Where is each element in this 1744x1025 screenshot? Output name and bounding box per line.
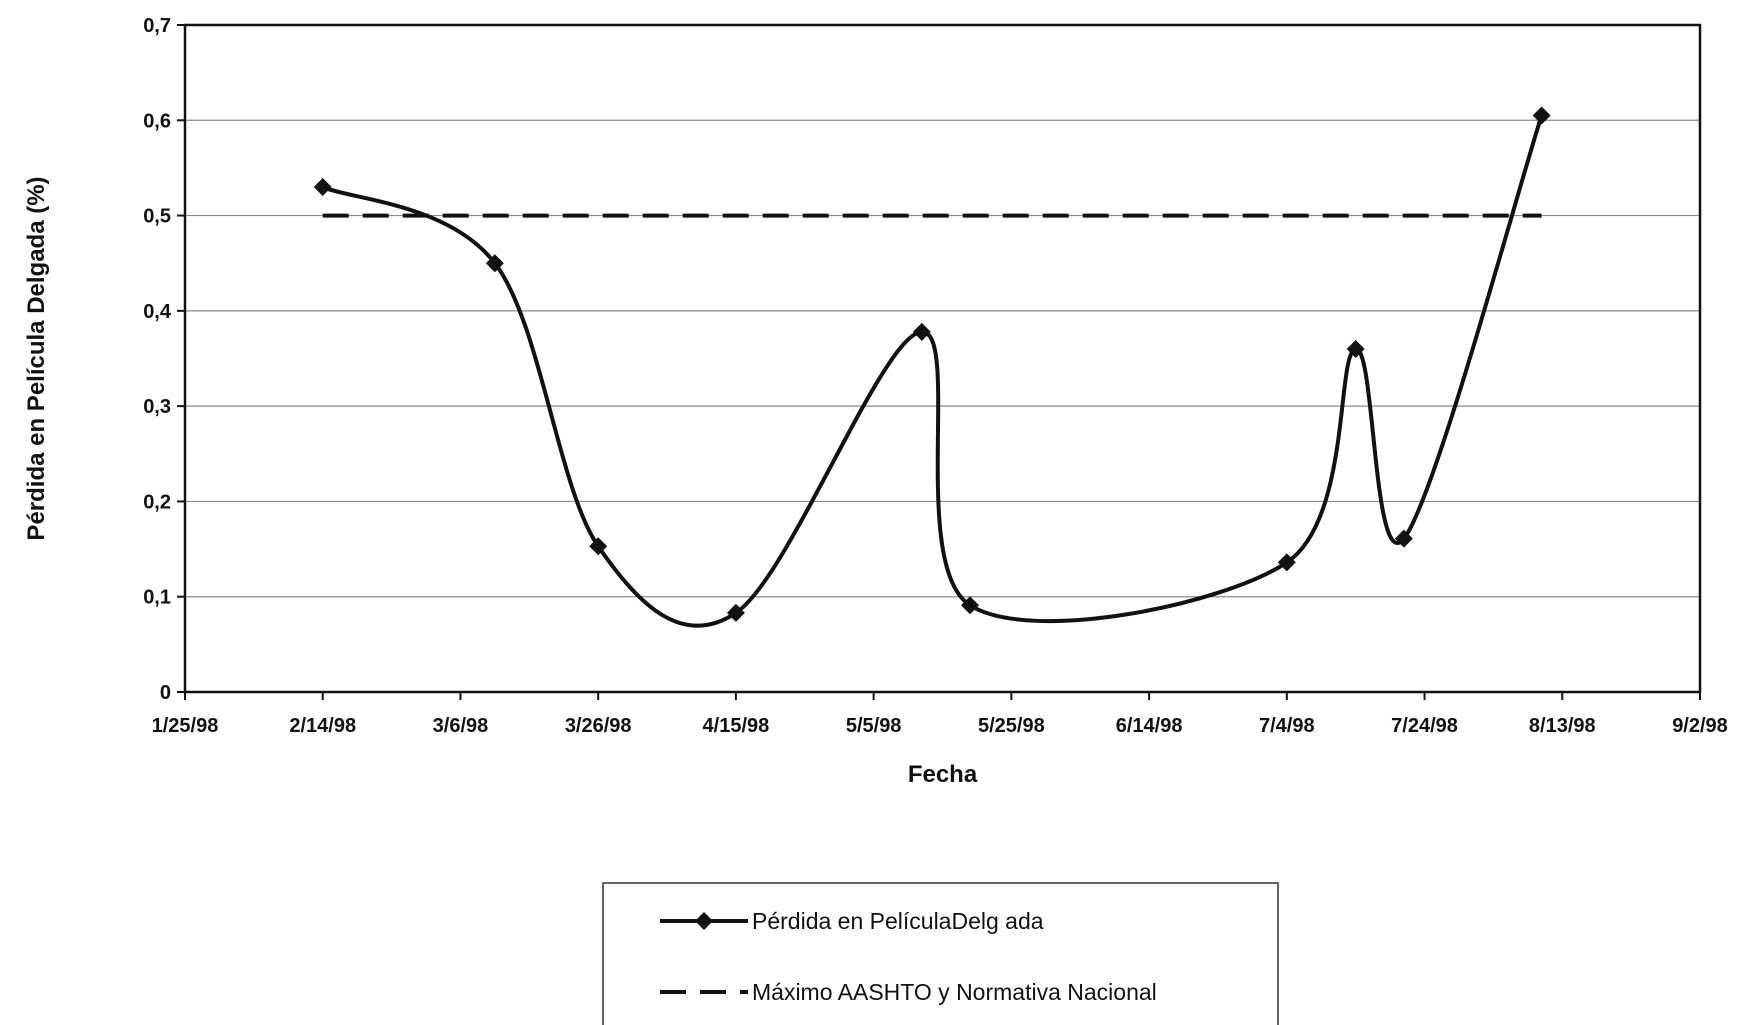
x-tick-label: 5/5/98 [846, 715, 902, 737]
series-line-loss [321, 114, 1544, 628]
y-tick-label: 0,7 [143, 15, 171, 37]
legend-marker-loss [695, 912, 713, 930]
y-tick-label: 0,5 [143, 206, 171, 228]
y-tick-label: 0,6 [143, 110, 171, 132]
series-layer [313, 106, 1551, 628]
data-point [589, 537, 608, 556]
x-tick-label: 3/26/98 [565, 715, 632, 737]
y-tick-label: 0 [160, 682, 171, 704]
data-point [961, 596, 980, 615]
legend-entry-loss: Pérdida en PelículaDelg ada [660, 908, 1044, 934]
x-tick-label: 5/25/98 [978, 715, 1045, 737]
y-tick-label: 0,2 [143, 491, 171, 513]
legend: Pérdida en PelículaDelg ada Máximo AASHT… [602, 882, 1279, 1025]
data-point [1532, 106, 1551, 125]
x-tick-label: 4/15/98 [703, 715, 770, 737]
x-tick-label: 6/14/98 [1116, 715, 1183, 737]
data-point [485, 254, 504, 273]
plot-area [183, 23, 1702, 694]
x-tick-label: 7/4/98 [1259, 715, 1315, 737]
y-tick-label: 0,3 [143, 396, 171, 418]
x-tick-label: 8/13/98 [1529, 715, 1596, 737]
x-axis-title: Fecha [908, 761, 978, 788]
data-point [1394, 529, 1413, 548]
legend-label-loss: Pérdida en PelículaDelg ada [752, 908, 1044, 934]
y-axis-title: Pérdida en Película Delgada (%) [23, 176, 50, 540]
data-point [726, 603, 745, 622]
y-tick-label: 0,4 [143, 301, 172, 323]
data-point [912, 322, 931, 341]
x-tick-label: 2/14/98 [289, 715, 356, 737]
x-axis-ticks: 1/25/98 2/14/98 3/6/98 3/26/98 4/15/98 5/5/98… [152, 692, 1728, 737]
legend-entry-max: Máximo AASHTO y Normativa Nacional [660, 979, 1157, 1005]
data-point [1277, 553, 1296, 572]
x-tick-label: 3/6/98 [433, 715, 489, 737]
y-tick-label: 0,1 [143, 587, 171, 609]
legend-label-max: Máximo AASHTO y Normativa Nacional [752, 979, 1157, 1005]
y-axis-ticks: 0 0,1 0,2 0,3 0,4 0,5 0,6 0,7 [143, 15, 185, 704]
data-point [1346, 339, 1365, 358]
x-tick-label: 1/25/98 [152, 715, 219, 737]
gridlines [185, 119, 1700, 598]
x-tick-label: 7/24/98 [1391, 715, 1458, 737]
data-point [313, 177, 332, 196]
legend-box [602, 882, 1279, 1025]
x-tick-label: 9/2/98 [1672, 715, 1728, 737]
